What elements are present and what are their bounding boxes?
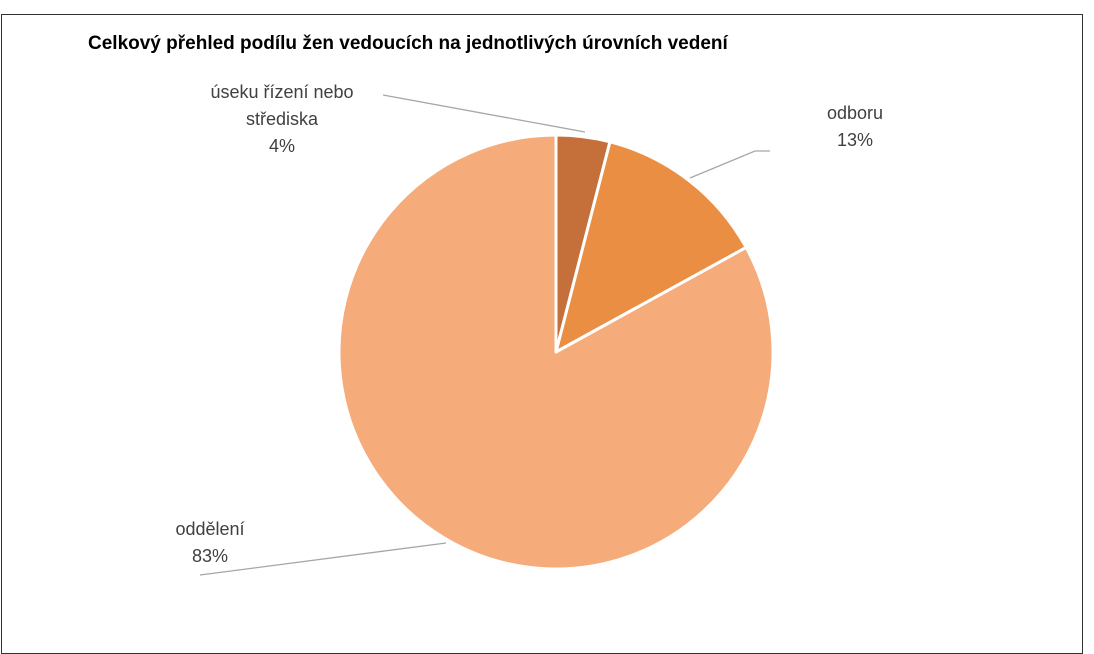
value-label: 83%: [191, 546, 229, 566]
data-label: oddělení 83%: [150, 516, 270, 570]
chart-title: Celkový přehled podílu žen vedoucích na …: [88, 33, 728, 54]
category-label: oddělení: [175, 519, 245, 539]
chart: [199, 94, 775, 576]
value-label: 13%: [836, 130, 874, 150]
leader-line: [199, 542, 447, 576]
category-label: úseku řízení nebo střediska: [210, 82, 354, 129]
leader-line: [689, 150, 770, 179]
data-label: odboru 13%: [795, 100, 915, 154]
category-label: odboru: [826, 103, 884, 123]
page: {"chart_data": {"type": "pie", "title": …: [1, 14, 1083, 654]
value-label: 4%: [268, 136, 295, 156]
data-label: úseku řízení nebo střediska 4%: [197, 79, 367, 160]
pie-slice: [554, 140, 748, 354]
pie-slice: [337, 133, 775, 571]
leader-line: [382, 94, 586, 133]
